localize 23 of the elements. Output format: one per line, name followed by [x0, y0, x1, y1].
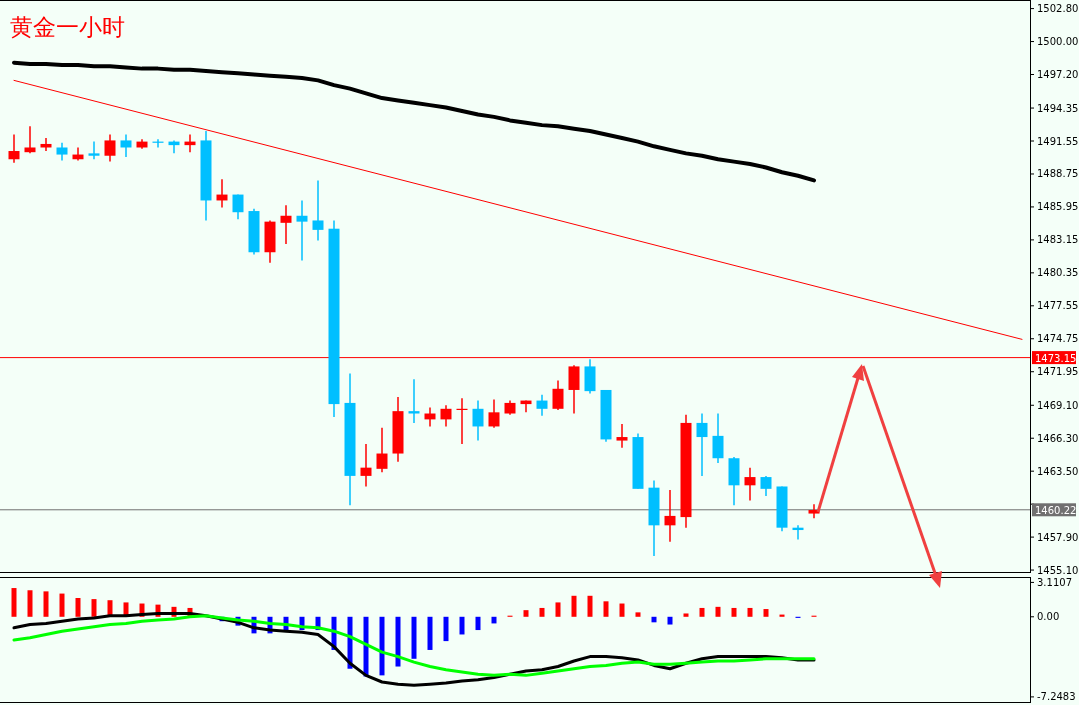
y-tick-label: 1502.80	[1037, 3, 1079, 15]
y-tick-label: 1463.50	[1037, 465, 1079, 477]
y-tick-label: 1474.75	[1037, 333, 1079, 345]
ref-line-label: 1473.15	[1035, 352, 1077, 364]
text: 黄金一小时	[10, 14, 125, 40]
y-tick-label: 1469.10	[1037, 399, 1079, 411]
y-tick-label: 0.00	[1037, 611, 1060, 623]
y-tick-label: 1497.20	[1037, 69, 1079, 81]
y-tick-label: 1477.55	[1037, 300, 1079, 312]
ref-line-label: 1460.22	[1035, 504, 1077, 516]
y-tick-label: 1491.55	[1037, 135, 1079, 147]
y-tick-label: 1494.35	[1037, 102, 1079, 114]
y-tick-label: 3.1107	[1037, 576, 1072, 588]
y-tick-label: 1455.10	[1037, 564, 1079, 576]
y-tick-label: 1480.35	[1037, 267, 1079, 279]
y-tick-label: 1471.95	[1037, 366, 1079, 378]
y-tick-label: 1500.00	[1037, 36, 1079, 48]
y-tick-label: 1485.95	[1037, 201, 1079, 213]
y-tick-label: 1457.90	[1037, 531, 1079, 543]
y-tick-label: 1488.75	[1037, 168, 1079, 180]
y-tick-label: -7.2483	[1037, 691, 1076, 703]
y-tick-label: 1483.15	[1037, 234, 1079, 246]
y-tick-label: 1466.30	[1037, 432, 1079, 444]
